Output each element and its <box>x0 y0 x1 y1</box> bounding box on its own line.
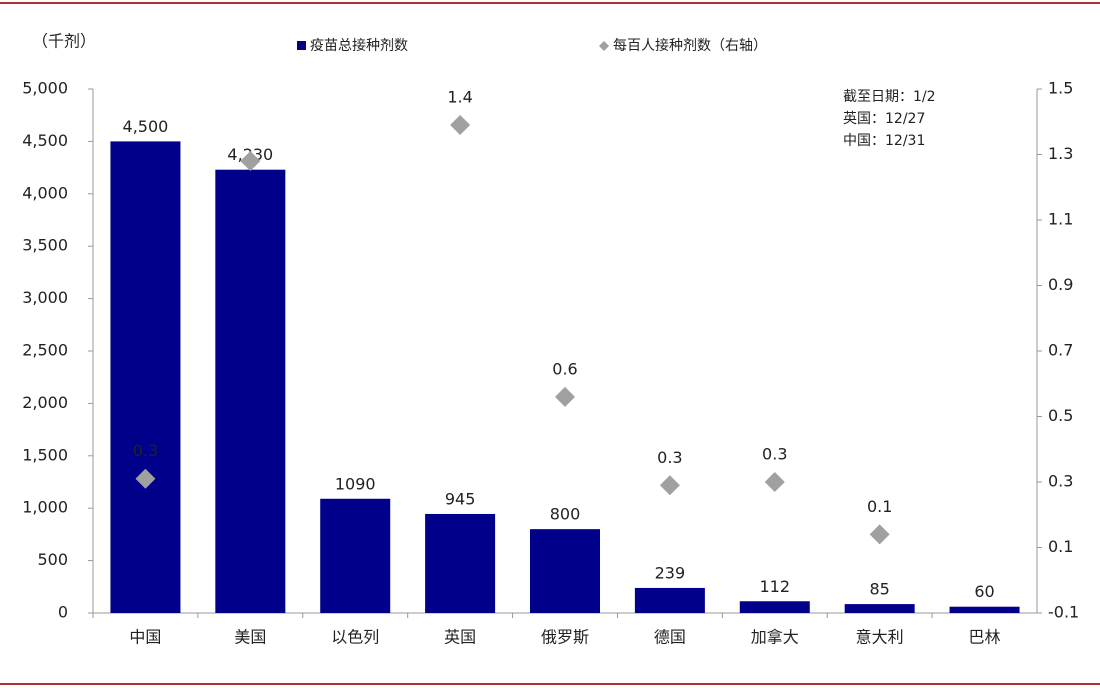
bar <box>949 606 1020 613</box>
point-value-label: 0.3 <box>762 445 787 464</box>
y-tick-label: 1,000 <box>22 498 68 517</box>
x-tick-label: 巴林 <box>969 628 1001 647</box>
x-tick-label: 英国 <box>444 628 476 647</box>
annotation: 中国：12/31 <box>843 133 925 149</box>
y2-tick-label: 0.9 <box>1048 275 1073 294</box>
legend-label: 每百人接种剂数（右轴） <box>613 37 767 54</box>
point-value-label: 0.3 <box>657 448 682 467</box>
y2-tick-label: 0.7 <box>1048 341 1073 360</box>
y2-tick-label: 1.1 <box>1048 210 1073 229</box>
bar <box>634 587 705 613</box>
y-tick-label: 5,000 <box>22 79 68 98</box>
bar <box>110 141 181 613</box>
annotation: 英国：12/27 <box>843 110 925 127</box>
x-tick-label: 加拿大 <box>751 628 799 647</box>
y-tick-label: 2,500 <box>22 341 68 360</box>
y2-tick-label: 0.1 <box>1048 537 1073 556</box>
point <box>240 151 261 172</box>
point <box>555 386 575 407</box>
annotation: 截至日期：1/2 <box>843 89 936 105</box>
bar-value-label: 85 <box>869 580 889 599</box>
y-tick-label: 2,000 <box>22 393 68 412</box>
y-tick-label: 4,000 <box>22 183 68 202</box>
point <box>450 115 471 136</box>
bar <box>425 513 496 613</box>
y2-tick-label: 0.5 <box>1048 406 1073 425</box>
point-value-label: 1.4 <box>447 88 472 107</box>
y2-tick-label: 1.5 <box>1048 79 1073 98</box>
bar-value-label: 60 <box>974 582 994 601</box>
point-value-label: 0.1 <box>867 497 892 516</box>
point <box>869 524 890 545</box>
x-tick-label: 中国 <box>129 628 161 647</box>
bar <box>739 601 810 613</box>
legend-label: 疫苗总接种剂数 <box>310 37 408 54</box>
bar <box>320 498 391 613</box>
bar-value-label: 800 <box>550 505 581 524</box>
y2-tick-label: 0.3 <box>1048 472 1073 491</box>
legend-swatch <box>599 41 609 51</box>
x-tick-label: 以色列 <box>331 628 379 647</box>
legend-swatch <box>297 41 306 50</box>
x-tick-label: 意大利 <box>856 628 904 647</box>
point <box>764 472 785 492</box>
y-tick-label: 0 <box>58 603 68 622</box>
y-tick-label: 4,500 <box>22 131 68 150</box>
x-tick-label: 美国 <box>234 628 266 647</box>
x-tick-label: 德国 <box>654 628 686 647</box>
bar-value-label: 239 <box>655 563 686 582</box>
point-value-label: 0.3 <box>133 441 158 460</box>
bar <box>215 169 286 614</box>
y2-tick-label: -0.1 <box>1048 603 1079 622</box>
y2-tick-label: 1.3 <box>1048 144 1073 163</box>
y-tick-label: 3,000 <box>22 288 68 307</box>
point-value-label: 0.6 <box>552 359 577 378</box>
bar <box>530 529 600 613</box>
bar-value-label: 4,500 <box>123 117 169 136</box>
x-tick-label: 俄罗斯 <box>541 628 589 647</box>
y-tick-label: 1,500 <box>22 445 68 464</box>
bar-value-label: 112 <box>760 577 791 596</box>
bar-value-label: 1090 <box>335 474 376 493</box>
y-tick-label: 500 <box>37 550 68 569</box>
point <box>659 475 680 496</box>
bar <box>844 604 915 613</box>
bar-value-label: 945 <box>445 489 476 508</box>
point <box>135 468 156 489</box>
y-axis-unit: （千剂） <box>32 32 96 51</box>
y-tick-label: 3,500 <box>22 236 68 255</box>
